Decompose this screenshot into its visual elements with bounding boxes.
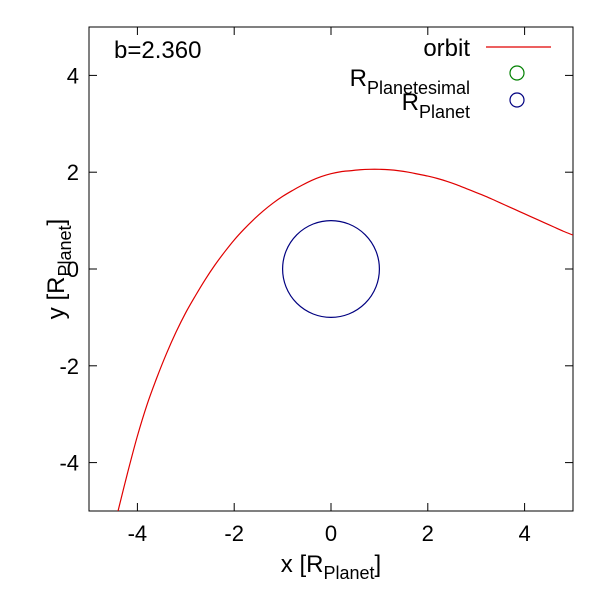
- y-tick-label: 4: [67, 63, 79, 88]
- y-tick-label: -4: [59, 451, 79, 476]
- y-tick-label: 2: [67, 160, 79, 185]
- plot-frame: [88, 26, 574, 512]
- y-tick-label: 0: [67, 257, 79, 282]
- y-axis-title: y [RPlanet]: [43, 219, 75, 319]
- x-tick-label: 4: [518, 521, 530, 546]
- legend-planetesimal-marker: [509, 65, 525, 81]
- axis-tick-labels: -4 -2 0 2 4 -4 -2 0 2 4: [59, 63, 530, 546]
- series-planet-circle: [282, 220, 381, 319]
- b-parameter-annotation: b=2.360: [114, 37, 201, 64]
- axis-ticks: [89, 27, 573, 511]
- x-tick-label: 2: [422, 521, 434, 546]
- legend-planetesimal-label: RPlanetesimal: [350, 65, 470, 98]
- x-tick-label: 0: [325, 521, 337, 546]
- series-orbit-line: [117, 168, 573, 511]
- y-tick-label: -2: [59, 354, 79, 379]
- x-tick-label: -4: [128, 521, 148, 546]
- legend-planet-label: RPlanet: [402, 89, 470, 122]
- legend: orbit RPlanetesimal RPlanet: [350, 35, 551, 122]
- x-tick-label: -2: [224, 521, 244, 546]
- legend-orbit-label: orbit: [423, 35, 470, 62]
- x-axis-title: x [RPlanet]: [281, 551, 381, 583]
- legend-planet-marker: [509, 92, 525, 108]
